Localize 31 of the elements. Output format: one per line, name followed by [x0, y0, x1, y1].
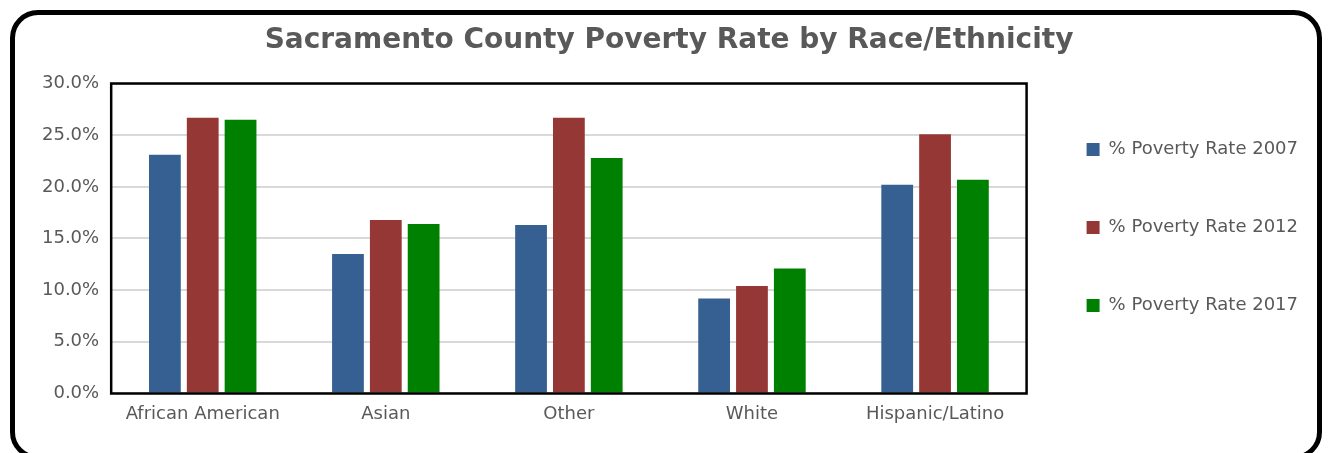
- bar: [956, 179, 989, 393]
- y-tick-label: 0.0%: [53, 381, 100, 403]
- bar: [590, 157, 623, 393]
- bar: [407, 224, 440, 393]
- y-tick-label: 5.0%: [53, 329, 100, 351]
- bar: [369, 219, 402, 393]
- legend-label: % Poverty Rate 2012: [1108, 215, 1299, 237]
- bar: [881, 184, 914, 393]
- x-tick-label: African American: [125, 401, 280, 423]
- x-tick-label: White: [725, 401, 779, 423]
- y-tick-label: 20.0%: [41, 174, 100, 196]
- y-tick-label: 15.0%: [41, 226, 100, 248]
- x-tick-label: Other: [543, 401, 596, 423]
- chart-title: Sacramento County Poverty Rate by Race/Ethnicity: [264, 22, 1074, 56]
- bar: [515, 225, 547, 393]
- y-tick-label: 25.0%: [41, 122, 100, 144]
- bar: [698, 298, 731, 393]
- bar: [186, 117, 219, 393]
- x-tick-label: Hispanic/Latino: [865, 401, 1005, 423]
- x-tick-label: Asian: [361, 401, 411, 423]
- bar: [332, 253, 364, 393]
- bar: [736, 286, 768, 393]
- bar: [148, 154, 181, 393]
- bar: [224, 119, 257, 393]
- y-tick-label: 30.0%: [41, 71, 100, 93]
- bar: [919, 134, 951, 393]
- bar: [773, 268, 806, 393]
- bar: [552, 117, 585, 393]
- legend-label: % Poverty Rate 2017: [1108, 293, 1299, 315]
- legend-label: % Poverty Rate 2007: [1108, 137, 1299, 159]
- y-tick-label: 10.0%: [41, 277, 100, 299]
